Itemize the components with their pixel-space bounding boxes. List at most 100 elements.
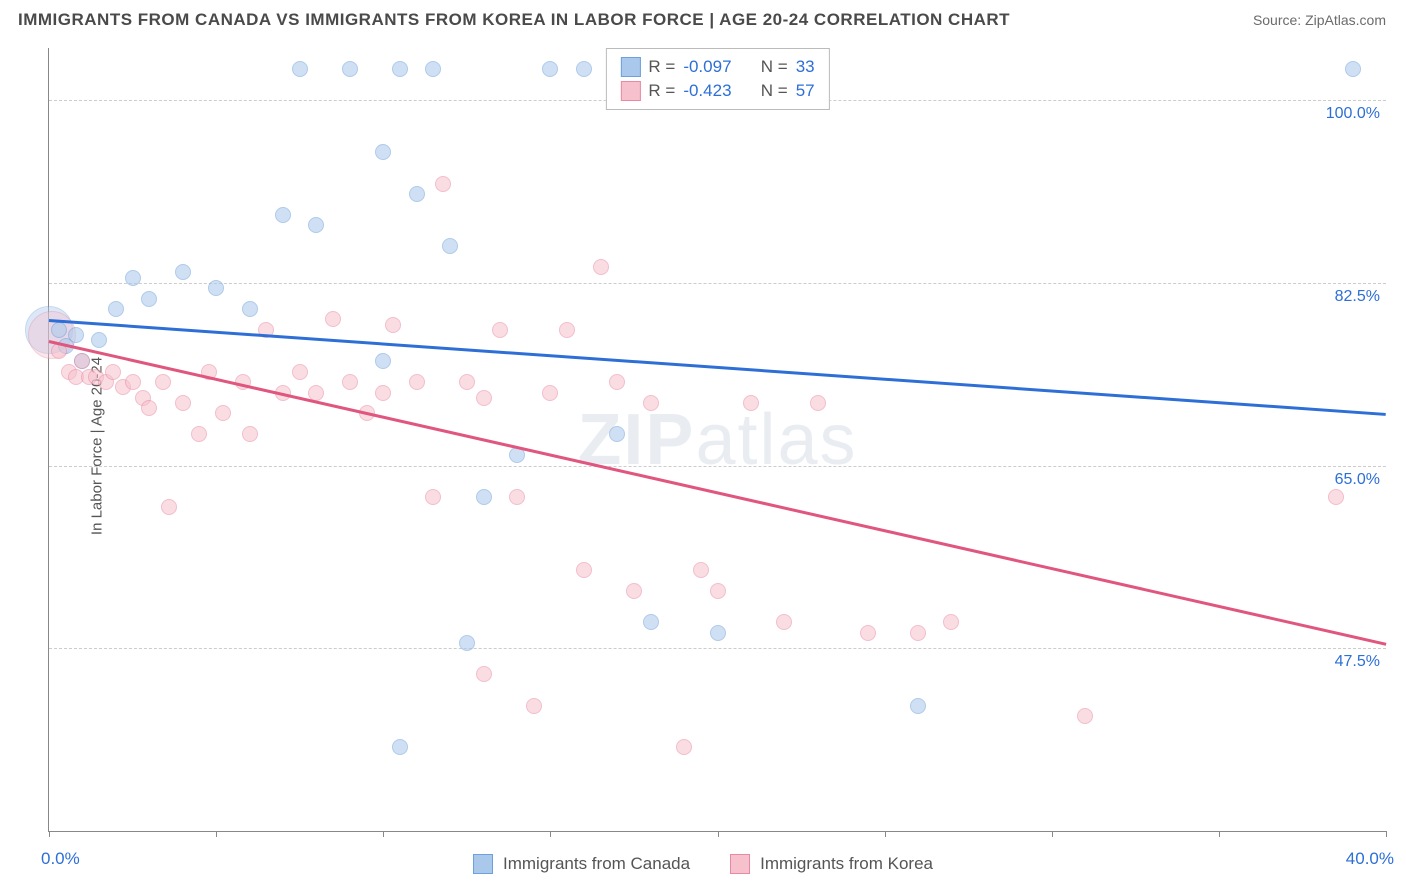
legend-label: Immigrants from Korea — [760, 854, 933, 874]
legend-item-korea: Immigrants from Korea — [730, 854, 933, 874]
data-point — [910, 698, 926, 714]
x-tick — [383, 831, 384, 837]
data-point — [476, 489, 492, 505]
scatter-chart: ZIPatlas 47.5%65.0%82.5%100.0%0.0%40.0%R… — [48, 48, 1386, 832]
data-point — [175, 264, 191, 280]
data-point — [710, 625, 726, 641]
data-point — [392, 739, 408, 755]
legend-swatch — [620, 57, 640, 77]
data-point — [105, 364, 121, 380]
data-point — [161, 499, 177, 515]
data-point — [292, 61, 308, 77]
x-tick — [1386, 831, 1387, 837]
correlation-row: R = -0.423 N = 57 — [620, 79, 814, 103]
data-point — [125, 374, 141, 390]
data-point — [275, 207, 291, 223]
data-point — [435, 176, 451, 192]
data-point — [609, 426, 625, 442]
x-tick — [1219, 831, 1220, 837]
data-point — [710, 583, 726, 599]
data-point — [1328, 489, 1344, 505]
x-tick — [550, 831, 551, 837]
data-point — [215, 405, 231, 421]
r-label: R = — [648, 57, 675, 77]
n-value: 57 — [796, 81, 815, 101]
data-point — [425, 489, 441, 505]
gridline — [49, 466, 1386, 467]
legend-swatch — [620, 81, 640, 101]
chart-source: Source: ZipAtlas.com — [1253, 12, 1386, 28]
data-point — [609, 374, 625, 390]
data-point — [68, 327, 84, 343]
n-label: N = — [751, 81, 787, 101]
data-point — [526, 698, 542, 714]
data-point — [643, 395, 659, 411]
data-point — [141, 400, 157, 416]
chart-title: IMMIGRANTS FROM CANADA VS IMMIGRANTS FRO… — [18, 10, 1010, 30]
data-point — [342, 61, 358, 77]
data-point — [810, 395, 826, 411]
trend-line — [49, 319, 1386, 415]
chart-header: IMMIGRANTS FROM CANADA VS IMMIGRANTS FRO… — [0, 0, 1406, 38]
n-value: 33 — [796, 57, 815, 77]
x-tick — [718, 831, 719, 837]
r-label: R = — [648, 81, 675, 101]
y-tick-label: 82.5% — [1335, 288, 1380, 306]
data-point — [242, 426, 258, 442]
data-point — [593, 259, 609, 275]
data-point — [325, 311, 341, 327]
data-point — [860, 625, 876, 641]
n-label: N = — [751, 57, 787, 77]
data-point — [91, 332, 107, 348]
trend-line — [49, 340, 1387, 645]
data-point — [509, 489, 525, 505]
data-point — [943, 614, 959, 630]
data-point — [1345, 61, 1361, 77]
data-point — [375, 144, 391, 160]
data-point — [459, 374, 475, 390]
data-point — [442, 238, 458, 254]
data-point — [542, 385, 558, 401]
data-point — [125, 270, 141, 286]
data-point — [375, 385, 391, 401]
x-tick — [885, 831, 886, 837]
legend-bottom: Immigrants from Canada Immigrants from K… — [473, 854, 933, 874]
data-point — [542, 61, 558, 77]
data-point — [492, 322, 508, 338]
data-point — [385, 317, 401, 333]
data-point — [559, 322, 575, 338]
data-point — [910, 625, 926, 641]
x-max-label: 40.0% — [1346, 849, 1394, 869]
data-point — [776, 614, 792, 630]
data-point — [626, 583, 642, 599]
correlation-legend: R = -0.097 N = 33 R = -0.423 N = 57 — [605, 48, 829, 110]
legend-label: Immigrants from Canada — [503, 854, 690, 874]
data-point — [242, 301, 258, 317]
x-min-label: 0.0% — [41, 849, 80, 869]
data-point — [576, 562, 592, 578]
data-point — [191, 426, 207, 442]
data-point — [175, 395, 191, 411]
data-point — [693, 562, 709, 578]
data-point — [375, 353, 391, 369]
data-point — [308, 385, 324, 401]
gridline — [49, 648, 1386, 649]
data-point — [409, 186, 425, 202]
data-point — [51, 322, 67, 338]
x-tick — [216, 831, 217, 837]
data-point — [576, 61, 592, 77]
data-point — [141, 291, 157, 307]
data-point — [409, 374, 425, 390]
r-value: -0.097 — [683, 57, 743, 77]
legend-swatch-korea — [730, 854, 750, 874]
data-point — [425, 61, 441, 77]
data-point — [342, 374, 358, 390]
legend-item-canada: Immigrants from Canada — [473, 854, 690, 874]
data-point — [308, 217, 324, 233]
data-point — [476, 390, 492, 406]
r-value: -0.423 — [683, 81, 743, 101]
x-tick — [1052, 831, 1053, 837]
y-tick-label: 65.0% — [1335, 471, 1380, 489]
data-point — [292, 364, 308, 380]
y-tick-label: 100.0% — [1326, 105, 1380, 123]
